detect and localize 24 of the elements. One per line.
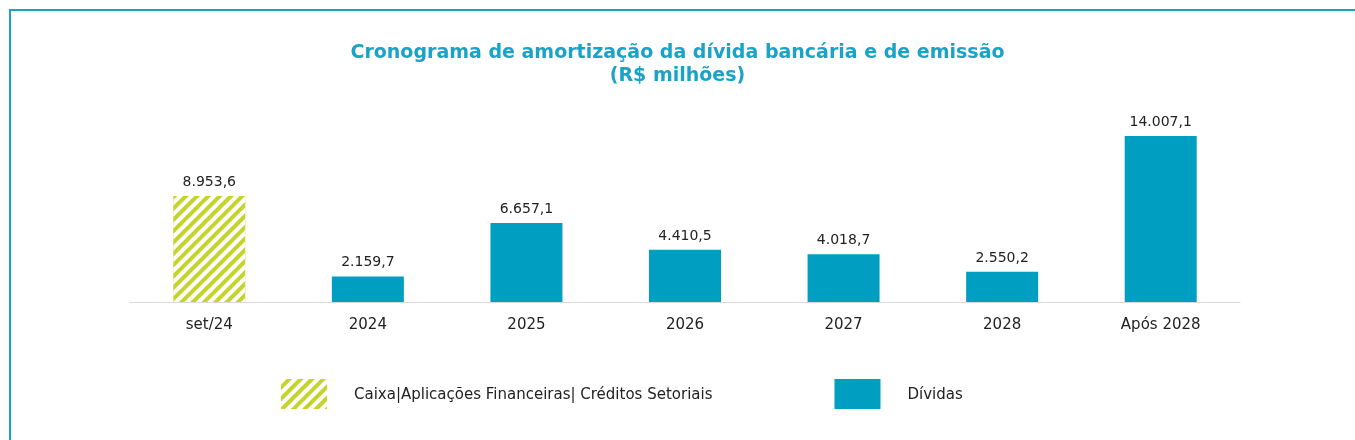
legend-label: Caixa|Aplicações Financeiras| Créditos Setoriais: [354, 385, 713, 403]
data-label: 2.159,7: [341, 253, 395, 270]
x-tick-label: 2024: [348, 314, 387, 333]
chart-subtitle: (R$ milhões): [609, 62, 746, 85]
data-label: 14.007,1: [1129, 113, 1192, 129]
bar: [649, 249, 721, 302]
data-label: 2.550,2: [975, 248, 1029, 265]
data-label: 6.657,1: [499, 200, 554, 217]
bar: [331, 276, 404, 302]
x-tick-label: Após 2028: [1120, 314, 1201, 333]
bar: [1124, 136, 1197, 302]
data-label: 4.410,5: [658, 226, 712, 243]
data-label: 8.953,6: [182, 172, 237, 189]
x-tick-label: 2027: [824, 314, 863, 333]
x-tick-label: 2026: [665, 314, 705, 333]
bar: [807, 254, 880, 302]
x-tick-label: set/24: [185, 314, 233, 333]
legend-label: Dívidas: [907, 385, 963, 403]
x-tick-label: 2025: [507, 314, 546, 333]
chart-title: Cronograma de amortização da dívida bancária e de emissão: [350, 39, 1005, 62]
x-tick-label: 2028: [983, 314, 1022, 333]
bar: [490, 223, 563, 302]
data-label: 4.018,7: [816, 231, 871, 248]
bar: [966, 271, 1039, 302]
